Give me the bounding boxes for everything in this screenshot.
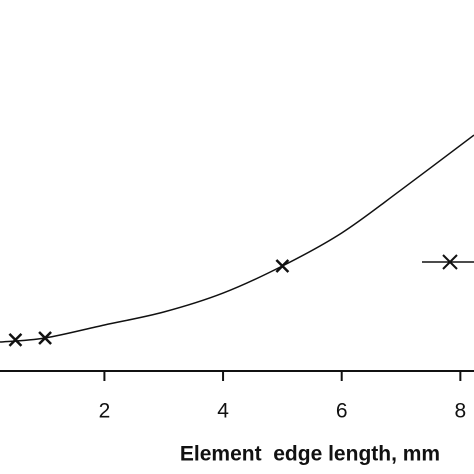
x-tick-label: 8	[455, 400, 467, 423]
marker	[8, 332, 23, 347]
x-axis-title: Element edge length, mm	[180, 443, 440, 466]
legend-sample	[422, 254, 474, 270]
marker	[38, 331, 52, 345]
x-tick-label: 6	[336, 400, 348, 423]
marker	[275, 259, 290, 273]
x-tick-label: 4	[217, 400, 229, 423]
line	[0, 134, 474, 343]
x-tick-label: 2	[99, 400, 111, 423]
